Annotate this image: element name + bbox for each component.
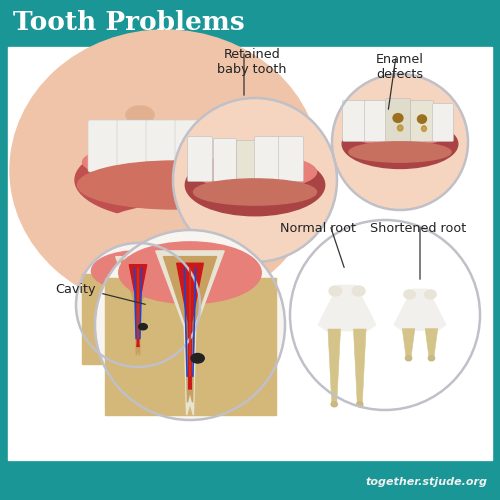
FancyBboxPatch shape <box>364 100 388 141</box>
FancyBboxPatch shape <box>410 100 434 141</box>
Ellipse shape <box>342 120 458 168</box>
FancyBboxPatch shape <box>342 100 365 141</box>
Ellipse shape <box>331 402 338 407</box>
Ellipse shape <box>10 30 320 310</box>
Ellipse shape <box>398 125 403 131</box>
Text: Retained
baby tooth: Retained baby tooth <box>217 48 287 76</box>
Polygon shape <box>160 251 220 415</box>
Text: Enamel
defects: Enamel defects <box>376 53 424 81</box>
Polygon shape <box>121 256 155 364</box>
FancyBboxPatch shape <box>146 120 178 172</box>
FancyBboxPatch shape <box>214 138 236 182</box>
Ellipse shape <box>418 115 426 124</box>
Polygon shape <box>176 263 204 390</box>
Polygon shape <box>425 328 438 361</box>
Polygon shape <box>164 251 216 415</box>
Circle shape <box>95 230 285 420</box>
Text: Tooth Problems: Tooth Problems <box>13 10 245 35</box>
Ellipse shape <box>428 356 434 361</box>
Polygon shape <box>402 328 415 361</box>
FancyBboxPatch shape <box>254 136 280 182</box>
Ellipse shape <box>422 126 426 132</box>
Ellipse shape <box>194 179 316 205</box>
Ellipse shape <box>191 354 204 363</box>
Polygon shape <box>328 329 340 407</box>
Text: together.stjude.org: together.stjude.org <box>366 477 488 487</box>
Ellipse shape <box>352 286 365 296</box>
FancyBboxPatch shape <box>386 98 410 142</box>
Bar <box>0 462 500 500</box>
Ellipse shape <box>119 242 261 304</box>
Ellipse shape <box>329 286 342 296</box>
Ellipse shape <box>424 290 436 299</box>
Ellipse shape <box>186 154 324 216</box>
Text: Normal root: Normal root <box>280 222 356 235</box>
Bar <box>0 0 500 45</box>
FancyBboxPatch shape <box>233 120 265 172</box>
Ellipse shape <box>356 402 363 407</box>
Polygon shape <box>394 289 446 331</box>
Ellipse shape <box>78 161 272 209</box>
Ellipse shape <box>138 324 147 330</box>
Ellipse shape <box>349 118 451 146</box>
Bar <box>8 47 492 460</box>
Polygon shape <box>82 274 194 364</box>
Polygon shape <box>116 256 160 364</box>
Polygon shape <box>130 264 146 347</box>
Circle shape <box>76 243 200 367</box>
Ellipse shape <box>194 155 316 189</box>
Polygon shape <box>156 251 224 415</box>
Polygon shape <box>118 256 158 364</box>
Ellipse shape <box>126 106 154 124</box>
Text: Shortened root: Shortened root <box>370 222 466 235</box>
Ellipse shape <box>75 140 275 220</box>
Ellipse shape <box>95 205 255 265</box>
Ellipse shape <box>349 142 451 162</box>
FancyBboxPatch shape <box>188 136 212 182</box>
Polygon shape <box>354 329 366 407</box>
Text: Cavity: Cavity <box>55 284 96 296</box>
FancyBboxPatch shape <box>175 120 207 172</box>
FancyBboxPatch shape <box>236 140 258 179</box>
Ellipse shape <box>393 114 403 122</box>
Polygon shape <box>164 256 216 402</box>
Circle shape <box>332 74 468 210</box>
Circle shape <box>173 98 337 262</box>
Polygon shape <box>120 260 156 356</box>
FancyBboxPatch shape <box>204 120 236 172</box>
FancyBboxPatch shape <box>278 136 303 182</box>
Ellipse shape <box>406 356 411 361</box>
Circle shape <box>290 220 480 410</box>
Ellipse shape <box>92 251 184 291</box>
FancyBboxPatch shape <box>432 104 454 142</box>
FancyBboxPatch shape <box>117 120 149 172</box>
Ellipse shape <box>404 290 415 299</box>
Ellipse shape <box>82 143 268 181</box>
Polygon shape <box>318 285 376 331</box>
FancyBboxPatch shape <box>88 120 120 172</box>
Polygon shape <box>104 278 276 415</box>
